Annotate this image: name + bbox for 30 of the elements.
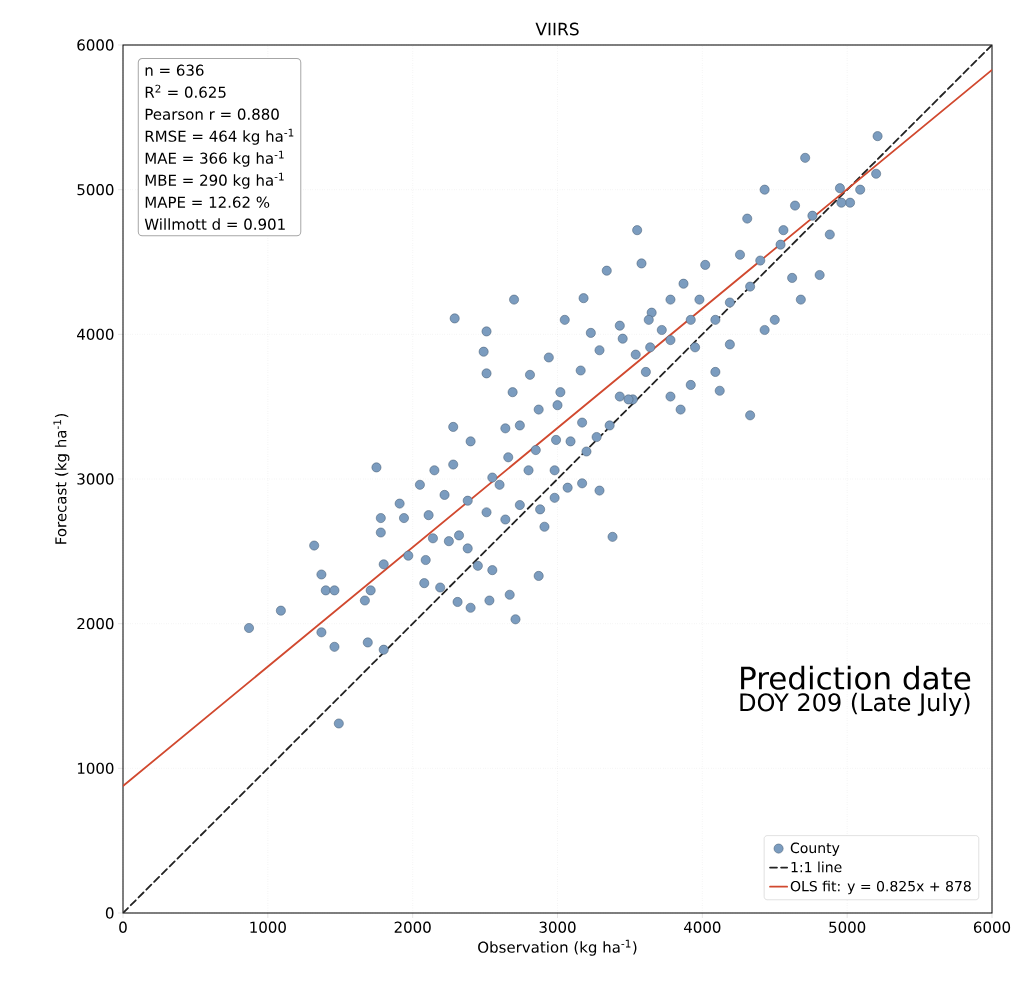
annotation: Willmott d = 0.901 <box>144 218 285 230</box>
y-tick-label: 3000 <box>77 473 114 485</box>
annotation: MBE = 290 kg ha$^{-1}$ <box>145 172 284 189</box>
x-tick-label: 0 <box>119 921 127 933</box>
chart-title: VIIRS <box>535 22 579 36</box>
x-tick-label: 5000 <box>829 921 866 933</box>
annotation: RMSE = 464 kg ha$^{-1}$ <box>145 128 294 145</box>
annotation: MAE = 366 kg ha$^{-1}$ <box>145 150 284 167</box>
annotation: Prediction date <box>741 665 971 690</box>
y-tick-label: 0 <box>105 907 114 919</box>
x-tick-label: 2000 <box>394 921 431 933</box>
y-tick-label: 1000 <box>77 762 114 775</box>
legend-label: OLS fit: y = 0.825x + 878 <box>790 880 971 895</box>
legend-label: 1:1 line <box>791 861 842 873</box>
x-tick-label: 1000 <box>250 921 286 933</box>
annotation: DOY 209 (Late July) <box>740 692 970 717</box>
y-tick-label: 4000 <box>77 328 114 341</box>
x-axis-title: Observation (kg ha$^{-1}$) <box>478 939 637 956</box>
annotation: R$^{2}$ = 0.625 <box>145 84 226 98</box>
y-tick-label: 5000 <box>77 183 114 196</box>
y-tick-label: 2000 <box>77 617 114 630</box>
x-tick-label: 3000 <box>539 921 576 933</box>
y-tick-label: 6000 <box>77 39 114 51</box>
annotation: Pearson r = 0.880 <box>145 108 279 120</box>
y-axis-title: Forecast (kg ha$^{-1}$) <box>53 413 70 544</box>
legend-label: County <box>790 842 840 856</box>
x-tick-label: 6000 <box>973 921 1011 933</box>
annotation: MAPE = 12.62 % <box>145 196 270 208</box>
x-tick-label: 4000 <box>683 921 721 933</box>
annotation: n = 636 <box>145 64 204 76</box>
